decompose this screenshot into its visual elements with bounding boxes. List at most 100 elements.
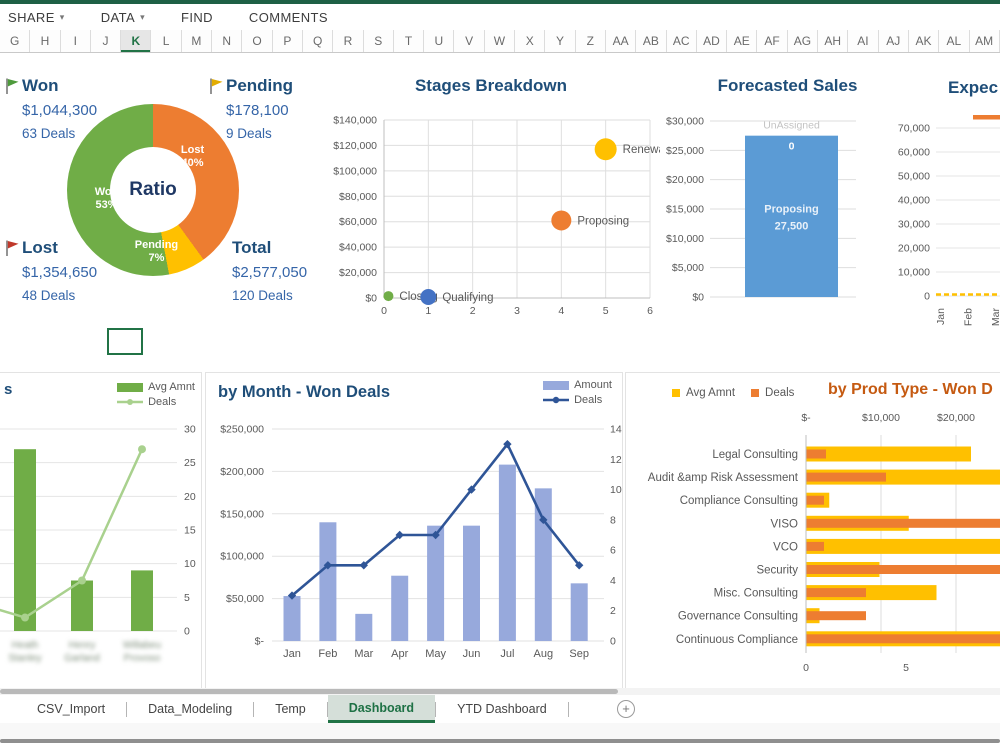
add-sheet-button[interactable]: + — [617, 700, 635, 718]
column-header-l[interactable]: L — [151, 30, 182, 52]
kpi-pending-label: Pending — [226, 76, 294, 95]
selected-cell[interactable] — [107, 328, 143, 355]
svg-text:4: 4 — [610, 575, 616, 587]
column-header-p[interactable]: P — [273, 30, 303, 52]
kpi-won-deals: 63 Deals — [22, 126, 76, 141]
ribbon-menu: SHARE ▾ DATA ▾ FIND COMMENTS — [0, 4, 1000, 30]
stages-breakdown-plot: $0 $20,000 $40,000 $60,000 $80,000 $100,000 $1… — [333, 115, 660, 318]
column-header-ae[interactable]: AE — [727, 30, 758, 52]
stages-breakdown-chart[interactable]: Stages Breakdown $0 $20,000 $40,000 $60,000… — [322, 62, 660, 330]
donut-slice-label-won: Won 53% — [94, 185, 119, 211]
kpi-pending-amount: $178,100 — [226, 102, 289, 119]
svg-text:Continuous Compliance: Continuous Compliance — [676, 634, 798, 646]
svg-text:May: May — [425, 648, 446, 660]
kpi-lost: Lost $1,354,650 48 Deals — [6, 238, 98, 303]
column-header-x[interactable]: X — [515, 30, 546, 52]
chevron-down-icon: ▾ — [59, 11, 65, 22]
column-header-ad[interactable]: AD — [697, 30, 728, 52]
column-header-i[interactable]: I — [61, 30, 91, 52]
svg-text:20,000: 20,000 — [898, 243, 930, 255]
svg-text:30,000: 30,000 — [898, 219, 930, 231]
column-header-m[interactable]: M — [182, 30, 213, 52]
column-header-k[interactable]: K — [121, 30, 152, 52]
by-rep-chart[interactable]: s Avg Amnt Deals 0 5 10 15 20 25 30 Heath Stanle… — [0, 372, 202, 690]
column-headers: G H I J K L M N O P Q R S T U V W X Y Z AA AB AC AD AE AF AG AH AI AJ… — [0, 30, 1000, 53]
svg-text:0: 0 — [381, 305, 387, 317]
donut-slice-label-lost: Lost 40% — [180, 144, 205, 170]
column-header-ai[interactable]: AI — [848, 30, 879, 52]
svg-text:Proposing: Proposing — [764, 203, 818, 215]
ratio-donut-chart[interactable]: Ratio Lost 40% Pending 7% Won 53% — [67, 104, 239, 276]
column-header-ag[interactable]: AG — [788, 30, 819, 52]
column-header-y[interactable]: Y — [545, 30, 576, 52]
svg-text:$200,000: $200,000 — [220, 466, 264, 478]
column-header-aj[interactable]: AJ — [879, 30, 909, 52]
tab-separator — [567, 701, 569, 717]
by-prod-type-chart[interactable]: Avg Amnt Deals by Prod Type - Won D $- $10… — [625, 372, 1000, 690]
column-header-r[interactable]: R — [333, 30, 364, 52]
column-header-al[interactable]: AL — [939, 30, 970, 52]
lost-flag-icon — [6, 240, 19, 256]
expected-sales-chart[interactable]: Expec 0 10,000 20,000 30,000 40,000 50,000 60,… — [872, 62, 1000, 332]
column-header-n[interactable]: N — [212, 30, 243, 52]
svg-text:40,000: 40,000 — [898, 195, 930, 207]
column-header-ac[interactable]: AC — [667, 30, 697, 52]
svg-text:$10,000: $10,000 — [666, 233, 704, 245]
sheet-tab-csv-import[interactable]: CSV_Import — [37, 702, 106, 716]
svg-text:$50,000: $50,000 — [226, 593, 264, 605]
kpi-won-amount: $1,044,300 — [22, 102, 98, 119]
column-header-w[interactable]: W — [485, 30, 516, 52]
menu-item-comments[interactable]: COMMENTS — [249, 10, 328, 25]
column-header-am[interactable]: AM — [970, 30, 1000, 52]
menu-item-share[interactable]: SHARE ▾ — [8, 10, 65, 25]
sheet-tab-temp[interactable]: Temp — [275, 702, 306, 716]
column-header-z[interactable]: Z — [576, 30, 606, 52]
won-flag-icon — [6, 78, 19, 94]
column-header-q[interactable]: Q — [303, 30, 334, 52]
kpi-won-label: Won — [22, 76, 59, 95]
kpi-total-label: Total — [232, 238, 272, 257]
kpi-total-deals: 120 Deals — [232, 288, 293, 303]
column-header-af[interactable]: AF — [757, 30, 788, 52]
by-month-won-deals-chart[interactable]: by Month - Won Deals Amount Deals $- $50,0… — [205, 372, 623, 690]
svg-text:$120,000: $120,000 — [333, 140, 377, 152]
horizontal-scrollbar[interactable] — [0, 688, 1000, 695]
svg-text:2: 2 — [470, 305, 476, 317]
svg-text:$100,000: $100,000 — [220, 551, 264, 563]
svg-text:$0: $0 — [692, 292, 704, 304]
svg-text:$250,000: $250,000 — [220, 424, 264, 436]
svg-text:Mar: Mar — [354, 648, 373, 660]
forecasted-sales-chart[interactable]: Forecasted Sales $0 $5,000 $10,000 $15,000 $… — [660, 62, 870, 330]
stages-breakdown-title: Stages Breakdown — [414, 76, 568, 95]
scrollbar-thumb[interactable] — [0, 689, 618, 694]
column-header-o[interactable]: O — [242, 30, 273, 52]
sheet-tab-data-modeling[interactable]: Data_Modeling — [148, 702, 233, 716]
forecasted-sales-plot: $0 $5,000 $10,000 $15,000 $20,000 $25,000 $30,… — [666, 116, 856, 304]
column-header-ah[interactable]: AH — [818, 30, 849, 52]
kpi-lost-amount: $1,354,650 — [22, 264, 98, 281]
column-header-j[interactable]: J — [91, 30, 122, 52]
svg-text:$80,000: $80,000 — [339, 191, 377, 203]
menu-item-data[interactable]: DATA ▾ — [101, 10, 145, 25]
svg-text:Security: Security — [756, 565, 798, 577]
by-month-plot: $- $50,000 $100,000 $150,000 $200,000 $250,00… — [220, 424, 622, 661]
donut-slice-label-pending: Pending 7% — [134, 238, 179, 264]
column-header-s[interactable]: S — [364, 30, 394, 52]
column-header-v[interactable]: V — [454, 30, 485, 52]
ratio-kpi-panel[interactable]: Won $1,044,300 63 Deals Pending $178,100… — [0, 60, 320, 324]
column-header-g[interactable]: G — [0, 30, 31, 52]
sheet-tab-ytd-dashboard[interactable]: YTD Dashboard — [457, 702, 547, 716]
column-header-h[interactable]: H — [30, 30, 61, 52]
column-header-t[interactable]: T — [394, 30, 425, 52]
column-header-ab[interactable]: AB — [636, 30, 667, 52]
column-header-ak[interactable]: AK — [909, 30, 940, 52]
column-header-u[interactable]: U — [424, 30, 455, 52]
svg-text:12: 12 — [610, 454, 622, 466]
sheet-tab-dashboard[interactable]: Dashboard — [327, 695, 436, 723]
column-header-aa[interactable]: AA — [606, 30, 637, 52]
by-rep-legend: Avg Amnt Deals — [117, 381, 195, 408]
menu-item-find[interactable]: FIND — [181, 10, 213, 25]
svg-text:10,000: 10,000 — [898, 267, 930, 279]
by-rep-category-label: Henry Garland — [64, 640, 100, 664]
